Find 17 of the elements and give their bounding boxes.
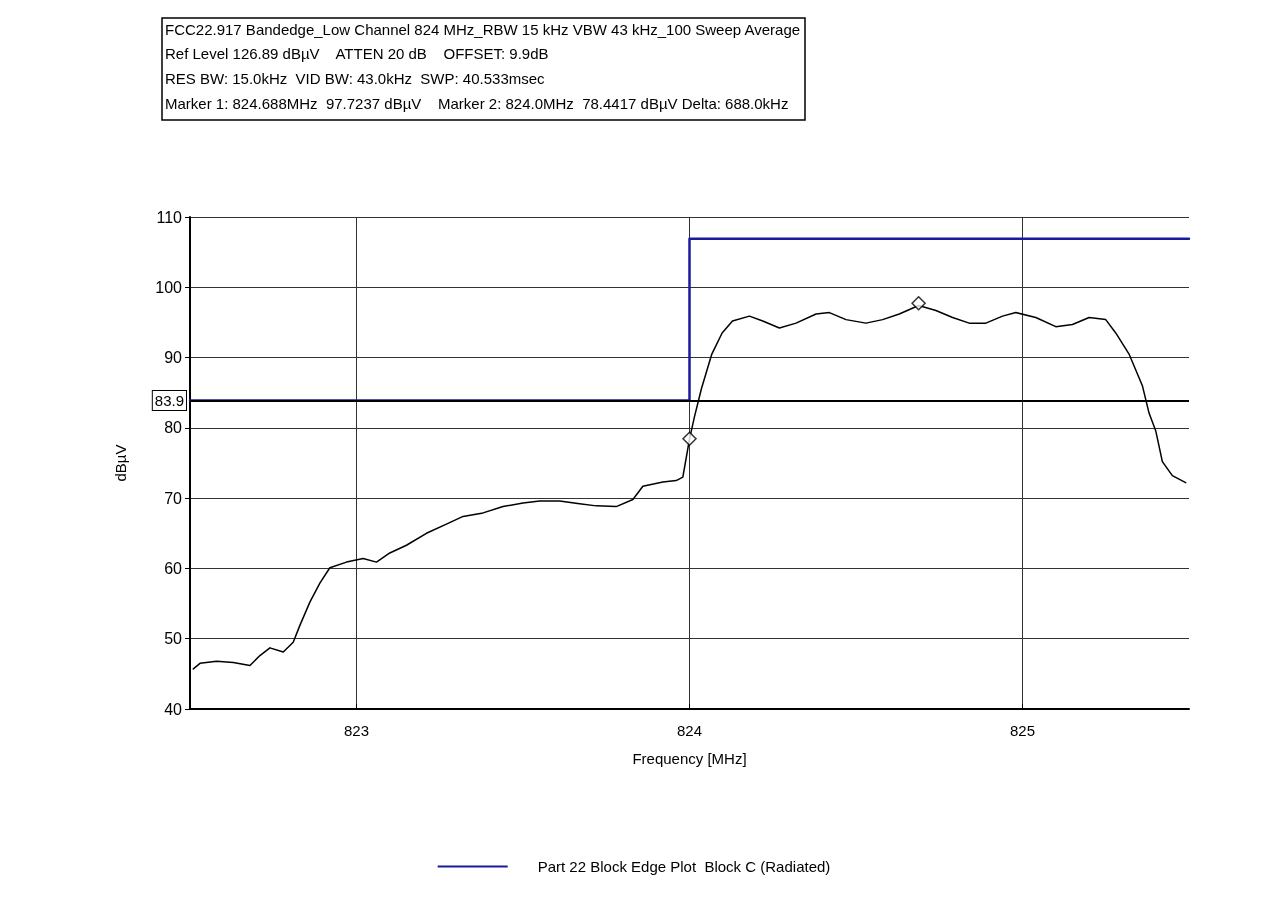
y-tick-label: 100 — [155, 278, 183, 296]
y-tick-label: 70 — [164, 489, 183, 507]
x-axis-title: Frequency [MHz] — [632, 750, 747, 767]
y-tick-label: 110 — [156, 208, 183, 226]
y-tick-label: 50 — [164, 630, 183, 648]
x-tick-label: 824 — [676, 722, 703, 739]
y-tick-label: 90 — [164, 349, 183, 367]
ref-line-label: 83.9 — [154, 391, 184, 409]
y-tick-label: 60 — [164, 559, 183, 577]
x-tick-label: 823 — [343, 722, 370, 739]
legend-label: Part 22 Block Edge Plot Block C (Radiated) — [537, 858, 831, 875]
chart-subtitle: Ref Level 126.89 dBµV ATTEN 20 dB OFFSET: 9.9dB RES BW: 15.0kHz VID BW: 43.0kHz SWP: 40.533msec Marker 1: 824.688MHz 97.7237 dBµV Marker 2: 824.0MHz 78.4417 dBµV Delta: 688.0kHz — [165, 45, 789, 112]
x-tick-label: 825 — [1009, 722, 1036, 739]
y-tick-label: 40 — [164, 700, 183, 718]
y-tick-label: 80 — [164, 419, 183, 437]
chart-title: FCC22.917 Bandedge_Low Channel 824 MHz_RBW 15 kHz VBW 43 kHz_100 Sweep Average — [165, 21, 801, 38]
y-axis-title: dBµV — [112, 444, 129, 482]
